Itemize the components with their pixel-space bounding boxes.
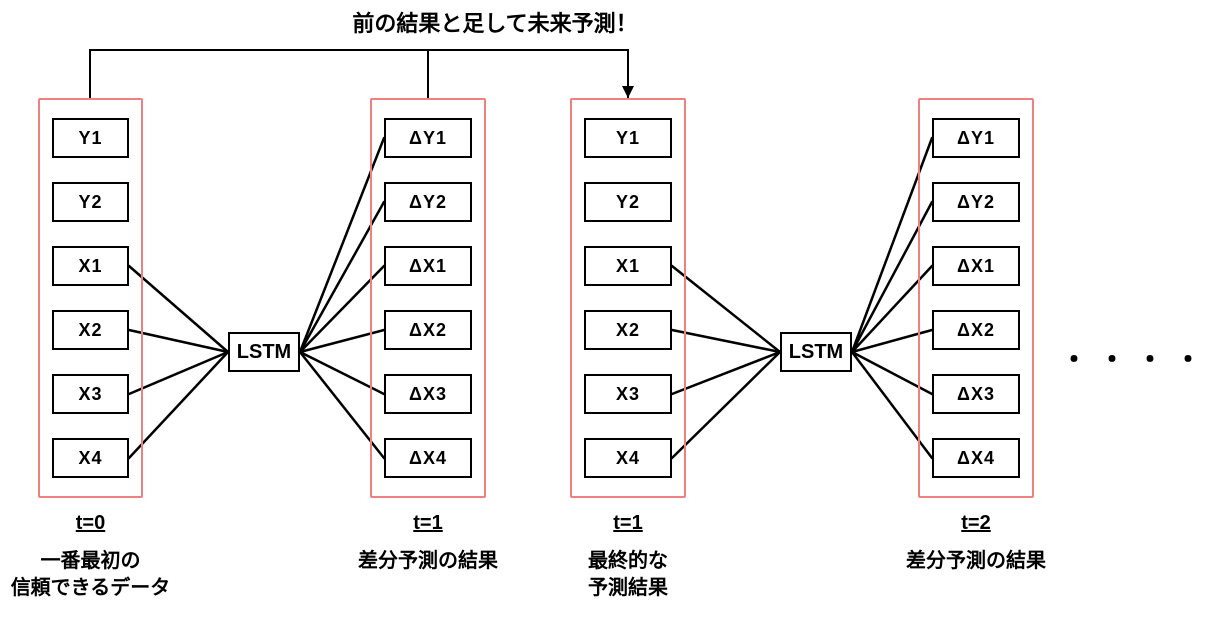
caption-g1: 差分予測の結果	[318, 548, 538, 575]
cell-g0-1: Y2	[52, 182, 129, 222]
cell-g3-2: ΔX1	[932, 246, 1020, 286]
lstm-node-0: LSTM	[228, 332, 300, 372]
cell-g0-5: X4	[52, 438, 129, 478]
cell-g0-2: X1	[52, 246, 129, 286]
cell-g2-2: X1	[584, 246, 672, 286]
cell-g3-1: ΔY2	[932, 182, 1020, 222]
continuation-dots: ・・・・	[1060, 338, 1206, 378]
time-label-g3: t=2	[918, 512, 1034, 535]
cell-g3-5: ΔX4	[932, 438, 1020, 478]
cell-g2-0: Y1	[584, 118, 672, 158]
caption-g0: 一番最初の 信頼できるデータ	[0, 548, 201, 602]
cell-g2-4: X3	[584, 374, 672, 414]
cell-g1-3: ΔX2	[384, 310, 472, 350]
cell-g2-1: Y2	[584, 182, 672, 222]
cell-g0-0: Y1	[52, 118, 129, 158]
cell-g0-4: X3	[52, 374, 129, 414]
cell-g1-0: ΔY1	[384, 118, 472, 158]
cell-g1-1: ΔY2	[384, 182, 472, 222]
caption-g3: 差分予測の結果	[866, 548, 1086, 575]
cell-g3-4: ΔX3	[932, 374, 1020, 414]
time-label-g1: t=1	[370, 512, 486, 535]
cell-g0-3: X2	[52, 310, 129, 350]
top-annotation: 前の結果と足して未来予測！	[270, 6, 720, 38]
time-label-g0: t=0	[38, 512, 143, 535]
cell-g1-5: ΔX4	[384, 438, 472, 478]
cell-g1-2: ΔX1	[384, 246, 472, 286]
cell-g2-3: X2	[584, 310, 672, 350]
cell-g2-5: X4	[584, 438, 672, 478]
caption-g2: 最終的な 予測結果	[518, 548, 738, 602]
time-label-g2: t=1	[570, 512, 686, 535]
cell-g1-4: ΔX3	[384, 374, 472, 414]
cell-g3-3: ΔX2	[932, 310, 1020, 350]
cell-g3-0: ΔY1	[932, 118, 1020, 158]
diagram-canvas: 前の結果と足して未来予測！ ・・・・ Y1 Y2 X1 X2 X3 X4 t=0 一番最初の …	[0, 0, 1206, 644]
lstm-node-1: LSTM	[780, 332, 852, 372]
